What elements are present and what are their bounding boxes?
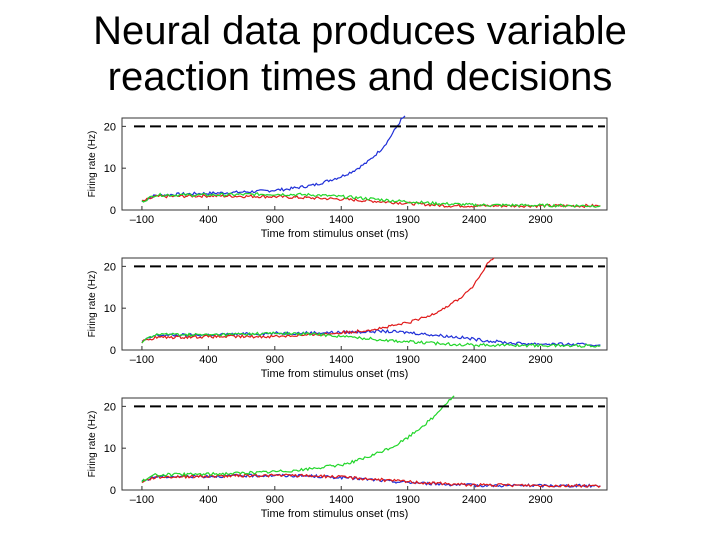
chart1-xtick-label: 900 [266,214,284,226]
chart3-plot-frame [121,397,608,491]
chart2-xtick-label: 2400 [462,354,486,366]
chart3-xtick-label: 2400 [462,494,486,506]
chart1-y-axis-label: Firing rate (Hz) [87,131,98,198]
chart3-xtick-label: 400 [199,494,217,506]
chart3-xtick-label: 1400 [329,494,353,506]
chart3-xtick-label: –100 [130,494,154,506]
chart2-xtick-label: 400 [199,354,217,366]
chart2-xtick-label: 1400 [329,354,353,366]
firing-rate-chart-3: 0 10 20 –100 400 900 1400 1900 2400 2900 Time from… [87,395,608,520]
chart3-ytick-label: 20 [104,401,116,413]
slide-title: Neural data produces variable reaction t… [0,8,720,100]
chart2-x-axis-label: Time from stimulus onset (ms) [261,368,409,380]
chart2-series-red [141,257,495,344]
chart2-y-axis-label: Firing rate (Hz) [87,271,98,338]
chart1-plot-frame [121,117,608,211]
chart2-xtick-label: 900 [266,354,284,366]
title-line-1: Neural data produces variable [93,9,627,53]
chart2-xtick-label: 2900 [528,354,552,366]
chart2-xtick-label: –100 [130,354,154,366]
chart1-ytick-label: 10 [104,163,116,175]
firing-rate-chart-1: 0 10 20 –100 400 900 1400 1900 2400 2900 Time from… [87,115,608,240]
chart2-plot-frame [121,257,608,351]
chart1-xtick-label: 1900 [395,214,419,226]
chart2-series-green [141,331,601,348]
chart3-y-axis-label: Firing rate (Hz) [87,411,98,478]
chart1-xtick-label: 2900 [528,214,552,226]
chart2-ytick-label: 20 [104,261,116,273]
chart1-xtick-label: 400 [199,214,217,226]
chart1-series-blue [141,115,406,203]
chart2-xtick-label: 1900 [395,354,419,366]
chart1-xtick-label: –100 [130,214,154,226]
chart3-xtick-label: 900 [266,494,284,506]
chart3-xtick-label: 1900 [395,494,419,506]
chart3-series-green [141,395,455,483]
chart3-xtick-label: 2900 [528,494,552,506]
chart3-ytick-label: 10 [104,443,116,455]
chart1-xtick-label: 1400 [329,214,353,226]
title-line-2: reaction times and decisions [107,55,613,99]
chart3-series-red [141,473,601,488]
chart1-ytick-label: 20 [104,121,116,133]
chart1-ytick-label: 0 [110,205,116,217]
chart1-series-green [141,192,601,208]
chart1-xtick-label: 2400 [462,214,486,226]
chart3-ytick-label: 0 [110,485,116,497]
chart2-ytick-label: 0 [110,345,116,357]
chart2-ytick-label: 10 [104,303,116,315]
chart3-series-blue [141,473,601,489]
chart2-series-blue [141,328,601,347]
chart3-x-axis-label: Time from stimulus onset (ms) [261,508,409,520]
chart1-x-axis-label: Time from stimulus onset (ms) [261,228,409,240]
firing-rate-chart-2: 0 10 20 –100 400 900 1400 1900 2400 2900 Time from… [87,257,608,380]
